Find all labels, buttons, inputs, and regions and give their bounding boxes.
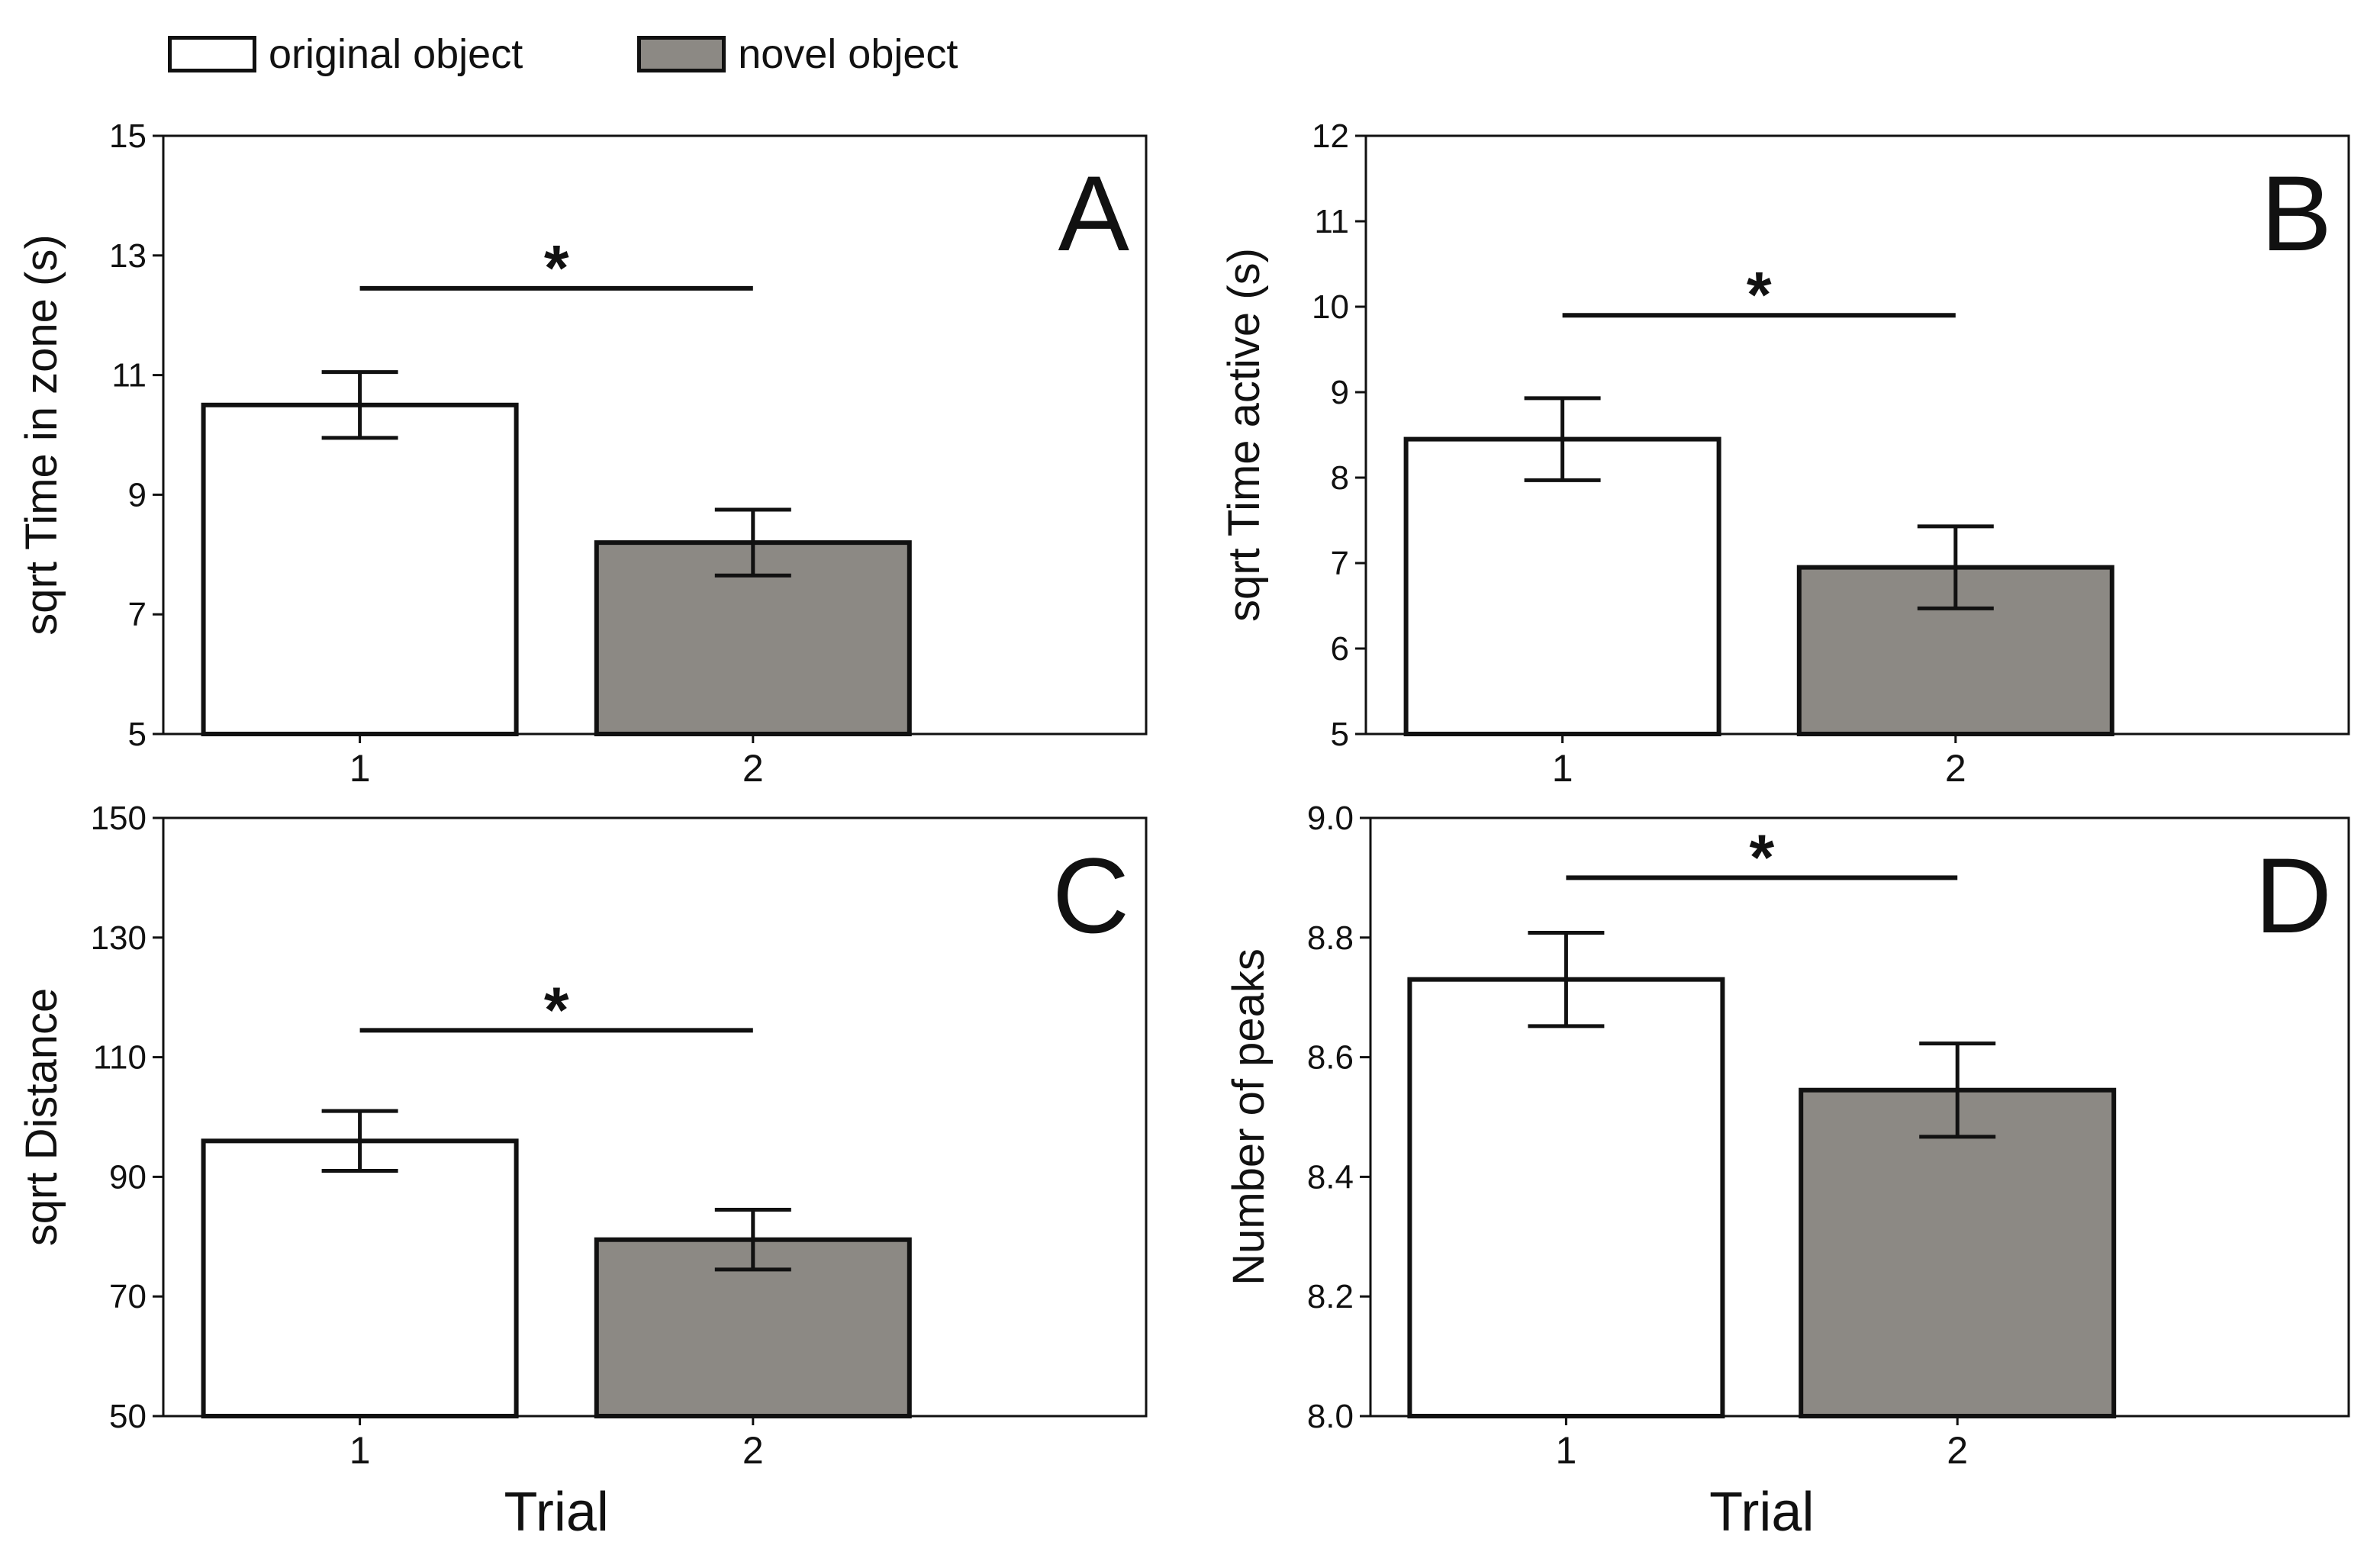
chart-panel-d: 8.0 8.2 8.4 8.6 8.8 9.0 1 2 * D Number of peaks Tri… — [1224, 800, 2350, 1542]
y-tick-label-a-1: 7 — [128, 596, 147, 633]
y-tick-label-b-6: 11 — [1314, 203, 1349, 240]
legend-swatch-original — [168, 36, 256, 72]
legend-item-novel: novel object — [637, 31, 958, 78]
bar-c-novel — [594, 1237, 912, 1418]
y-tick-label-c-2: 90 — [109, 1158, 147, 1196]
y-tick-label-c-0: 50 — [109, 1398, 147, 1435]
y-tick-label-b-2: 7 — [1331, 545, 1349, 582]
significance-star-d: * — [1749, 821, 1774, 893]
y-tick-label-c-4: 130 — [91, 919, 147, 957]
y-tick-label-d-2: 8.4 — [1307, 1158, 1354, 1196]
legend-swatch-novel — [637, 36, 726, 72]
y-tick-label-d-3: 8.6 — [1307, 1039, 1354, 1077]
y-tick-label-b-3: 8 — [1331, 459, 1349, 497]
bar-d-original — [1407, 977, 1725, 1419]
y-axis-title-a: sqrt Time in zone (s) — [17, 234, 66, 635]
legend: original object novel object — [168, 27, 1072, 81]
y-tick-label-a-2: 9 — [128, 476, 147, 513]
panel-letter-d: D — [2255, 835, 2332, 955]
y-tick-label-a-5: 15 — [109, 118, 147, 155]
bar-d-novel — [1799, 1087, 2117, 1418]
y-tick-label-d-1: 8.2 — [1307, 1278, 1354, 1315]
significance-star-a: * — [544, 232, 569, 304]
y-tick-label-d-0: 8.0 — [1307, 1398, 1354, 1435]
y-tick-label-c-1: 70 — [109, 1278, 147, 1315]
bar-b-original — [1403, 436, 1721, 736]
y-tick-label-b-5: 10 — [1312, 288, 1349, 326]
y-tick-label-a-4: 13 — [109, 237, 147, 275]
significance-star-b: * — [1747, 259, 1772, 330]
y-tick-label-b-1: 6 — [1331, 630, 1349, 668]
y-tick-label-a-3: 11 — [111, 357, 147, 394]
significance-star-c: * — [544, 974, 569, 1045]
y-tick-label-b-0: 5 — [1331, 716, 1349, 753]
x-tick-label-b-1: 1 — [1552, 747, 1573, 790]
panel-letter-a: A — [1058, 153, 1130, 273]
y-tick-label-d-5: 9.0 — [1307, 800, 1354, 837]
y-tick-label-b-7: 12 — [1312, 118, 1349, 155]
y-tick-label-b-4: 9 — [1331, 374, 1349, 411]
legend-label-novel: novel object — [738, 31, 958, 77]
x-axis-title-c: Trial — [504, 1482, 609, 1542]
x-tick-label-d-2: 2 — [1947, 1429, 1968, 1472]
y-axis-title-c: sqrt Distance — [17, 988, 66, 1246]
x-tick-label-a-1: 1 — [349, 747, 371, 790]
y-tick-label-c-3: 110 — [93, 1039, 147, 1077]
panel-letter-b: B — [2261, 153, 2332, 273]
legend-label-original: original object — [269, 31, 523, 77]
x-tick-label-a-2: 2 — [742, 747, 764, 790]
y-tick-label-d-4: 8.8 — [1307, 919, 1354, 957]
x-tick-label-c-1: 1 — [349, 1429, 371, 1472]
bar-a-original — [201, 402, 519, 736]
legend-item-original: original object — [168, 31, 523, 78]
y-axis-title-d: Number of peaks — [1224, 948, 1274, 1286]
y-tick-label-a-0: 5 — [128, 716, 147, 753]
y-tick-label-c-5: 150 — [91, 800, 147, 837]
panel-letter-c: C — [1052, 835, 1129, 955]
bar-c-original — [201, 1138, 519, 1418]
x-tick-label-d-1: 1 — [1555, 1429, 1576, 1472]
x-axis-title-d: Trial — [1709, 1482, 1814, 1542]
x-tick-label-c-2: 2 — [742, 1429, 764, 1472]
y-axis-title-b: sqrt Time active (s) — [1219, 248, 1269, 622]
x-tick-label-b-2: 2 — [1945, 747, 1966, 790]
